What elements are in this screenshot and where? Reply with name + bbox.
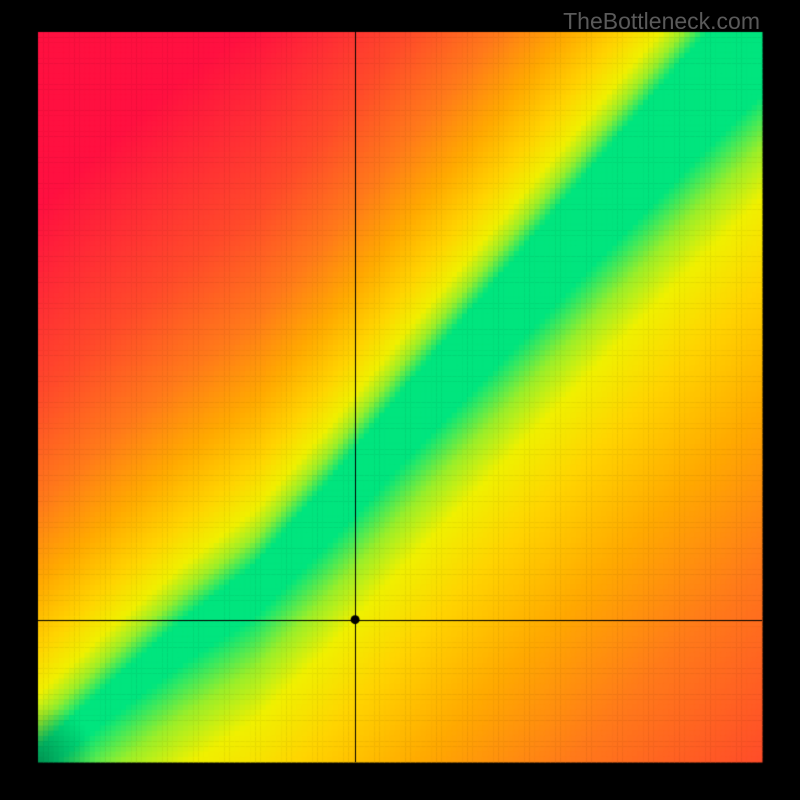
watermark-label: TheBottleneck.com [563, 8, 760, 35]
bottleneck-heatmap [0, 0, 800, 800]
chart-container: TheBottleneck.com [0, 0, 800, 800]
